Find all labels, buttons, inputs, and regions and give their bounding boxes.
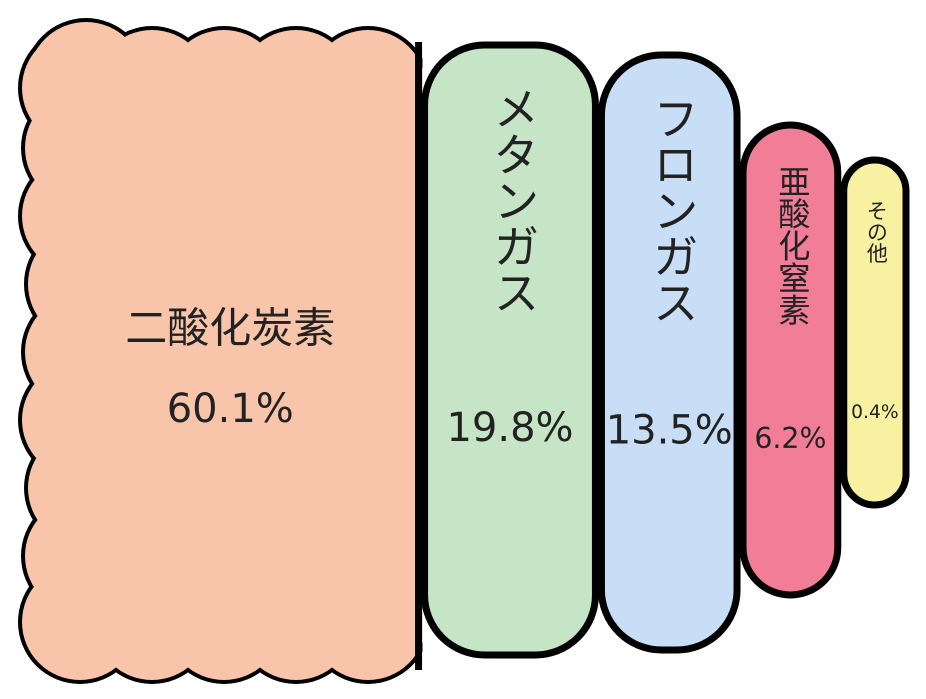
segment	[597, 51, 741, 654]
segment	[421, 41, 599, 659]
segment-value: 0.4%	[851, 402, 898, 423]
cloud-body	[80, 80, 423, 622]
segment-name: その他	[864, 200, 889, 264]
segment-value: 13.5%	[606, 408, 733, 454]
segment-name: 二酸化炭素	[125, 304, 335, 353]
segment-name: 亜酸化窒素	[773, 165, 811, 326]
segment	[840, 156, 910, 509]
segment-value: 60.1%	[167, 386, 294, 432]
segment-name: メタンガス	[487, 85, 541, 315]
segment-value: 6.2%	[754, 422, 826, 455]
segment-name: フロンガス	[646, 95, 700, 325]
segment	[739, 121, 842, 599]
segment-value: 19.8%	[446, 405, 573, 451]
segment	[18, 18, 423, 684]
